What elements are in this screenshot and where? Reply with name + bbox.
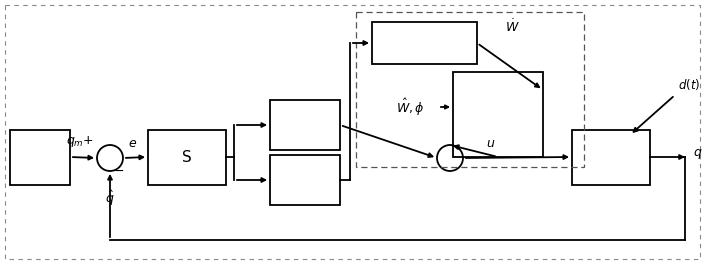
Text: $q$: $q$ <box>693 147 703 161</box>
Text: $-$: $-$ <box>113 164 124 177</box>
Text: $q_{m}$+: $q_{m}$+ <box>66 134 94 149</box>
FancyBboxPatch shape <box>453 72 543 157</box>
Text: $d(t)$: $d(t)$ <box>678 77 700 92</box>
FancyBboxPatch shape <box>270 155 340 205</box>
Text: $u$: $u$ <box>486 137 496 150</box>
FancyBboxPatch shape <box>572 130 650 185</box>
Text: S: S <box>182 150 192 165</box>
Text: $\hat{q}$: $\hat{q}$ <box>105 189 115 208</box>
FancyBboxPatch shape <box>148 130 226 185</box>
FancyBboxPatch shape <box>10 130 70 185</box>
FancyBboxPatch shape <box>270 100 340 150</box>
Text: $\dot{W}$: $\dot{W}$ <box>505 19 520 35</box>
Text: $e$: $e$ <box>128 137 137 150</box>
Text: $\hat{W},\phi$: $\hat{W},\phi$ <box>397 97 425 118</box>
FancyBboxPatch shape <box>372 22 477 64</box>
